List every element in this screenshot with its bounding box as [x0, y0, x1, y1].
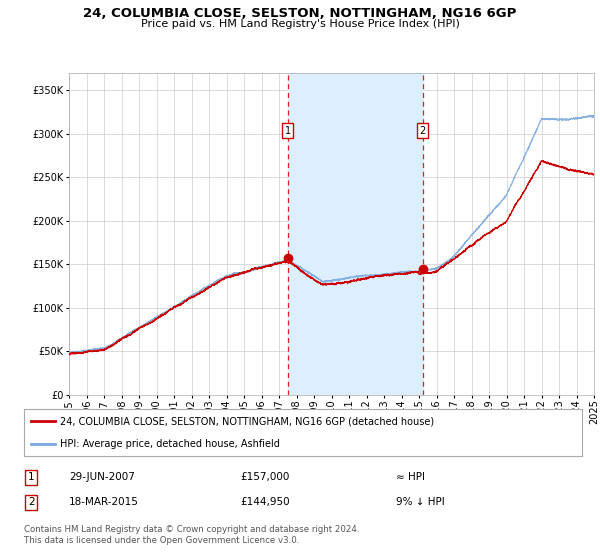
Text: 29-JUN-2007: 29-JUN-2007 [69, 472, 135, 482]
Text: ≈ HPI: ≈ HPI [396, 472, 425, 482]
Text: 2: 2 [28, 497, 35, 507]
Text: 24, COLUMBIA CLOSE, SELSTON, NOTTINGHAM, NG16 6GP (detached house): 24, COLUMBIA CLOSE, SELSTON, NOTTINGHAM,… [60, 416, 434, 426]
Text: 24, COLUMBIA CLOSE, SELSTON, NOTTINGHAM, NG16 6GP: 24, COLUMBIA CLOSE, SELSTON, NOTTINGHAM,… [83, 7, 517, 20]
Text: Contains HM Land Registry data © Crown copyright and database right 2024.
This d: Contains HM Land Registry data © Crown c… [24, 525, 359, 545]
Text: Price paid vs. HM Land Registry's House Price Index (HPI): Price paid vs. HM Land Registry's House … [140, 19, 460, 29]
Text: £157,000: £157,000 [240, 472, 289, 482]
Text: 1: 1 [28, 472, 35, 482]
Text: 2: 2 [419, 126, 426, 136]
Text: 1: 1 [284, 126, 290, 136]
Text: 9% ↓ HPI: 9% ↓ HPI [396, 497, 445, 507]
Text: £144,950: £144,950 [240, 497, 290, 507]
Bar [287, 73, 422, 395]
Text: 18-MAR-2015: 18-MAR-2015 [69, 497, 139, 507]
Text: HPI: Average price, detached house, Ashfield: HPI: Average price, detached house, Ashf… [60, 439, 280, 449]
